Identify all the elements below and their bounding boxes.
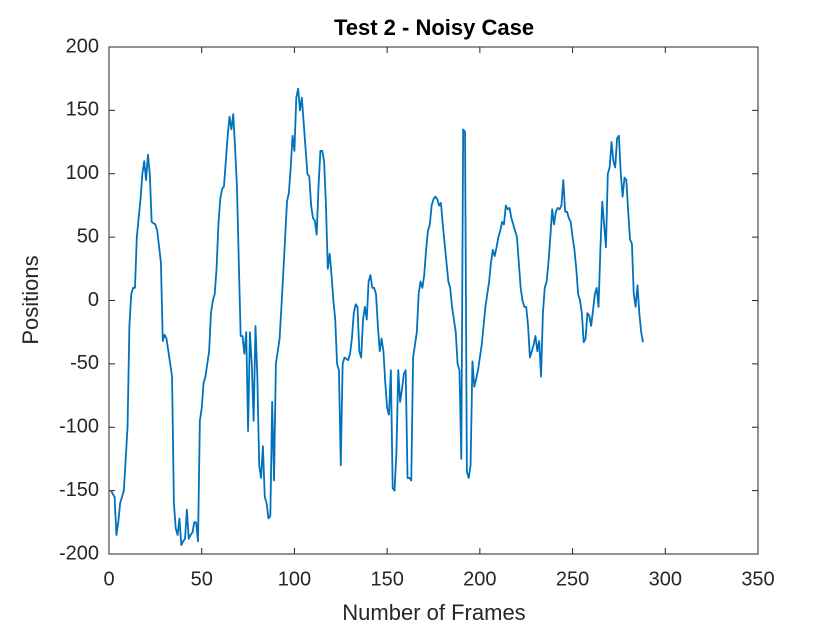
y-tick-label: 100: [66, 162, 99, 184]
x-tick-label: 350: [741, 568, 774, 590]
x-tick-label: 0: [103, 568, 114, 590]
x-axis-label: Number of Frames: [342, 600, 525, 625]
axes-box: [108, 46, 759, 555]
chart-title: Test 2 - Noisy Case: [334, 15, 534, 40]
y-tick-label: 150: [66, 99, 99, 121]
y-tick-label: 0: [88, 289, 99, 311]
y-tick-label: -200: [59, 542, 99, 564]
x-tick-label: 300: [649, 568, 682, 590]
y-tick-label: -150: [59, 479, 99, 501]
x-tick-label: 250: [556, 568, 589, 590]
data-line: [110, 87, 644, 547]
x-tick-label: 100: [278, 568, 311, 590]
y-tick-label: -100: [59, 416, 99, 438]
x-tick-label: 50: [191, 568, 213, 590]
x-tick-label: 150: [370, 568, 403, 590]
x-tick-label: 200: [463, 568, 496, 590]
y-tick-label: 200: [66, 35, 99, 57]
y-tick-label: 50: [77, 225, 99, 247]
y-axis-label: Positions: [18, 255, 43, 344]
y-tick-label: -50: [70, 352, 99, 374]
